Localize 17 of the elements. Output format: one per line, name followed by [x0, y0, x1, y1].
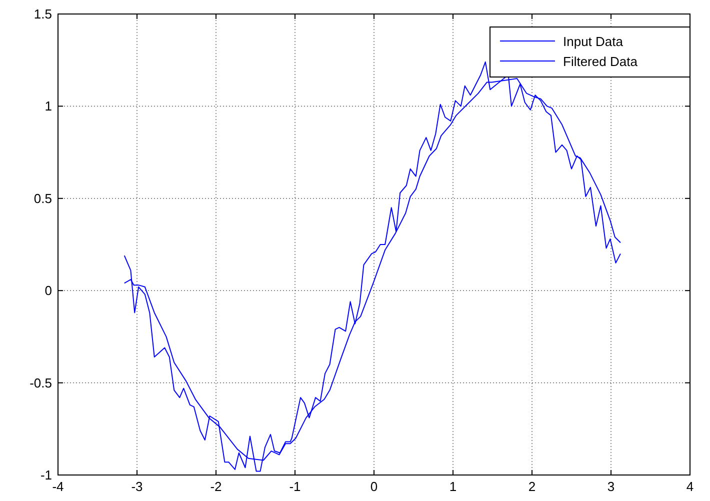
legend-label: Input Data — [563, 34, 624, 49]
x-tick-label: 0 — [370, 479, 378, 494]
legend-label: Filtered Data — [563, 54, 638, 69]
x-tick-label: 3 — [607, 479, 615, 494]
x-tick-label: 2 — [528, 479, 536, 494]
y-tick-label: -1 — [40, 468, 52, 482]
y-tick-label: -0.5 — [30, 375, 52, 390]
x-tick-label: -3 — [131, 479, 143, 494]
y-tick-label: 1 — [44, 98, 52, 114]
x-tick-label: -2 — [210, 479, 222, 494]
x-tick-label: -4 — [52, 479, 64, 494]
y-tick-label: 0 — [44, 283, 52, 298]
x-tick-label: 4 — [686, 479, 694, 494]
x-tick-label: 1 — [449, 479, 457, 494]
y-tick-label: 1.5 — [34, 6, 52, 22]
x-tick-label: -1 — [289, 479, 301, 494]
y-tick-label: 0.5 — [34, 190, 52, 206]
